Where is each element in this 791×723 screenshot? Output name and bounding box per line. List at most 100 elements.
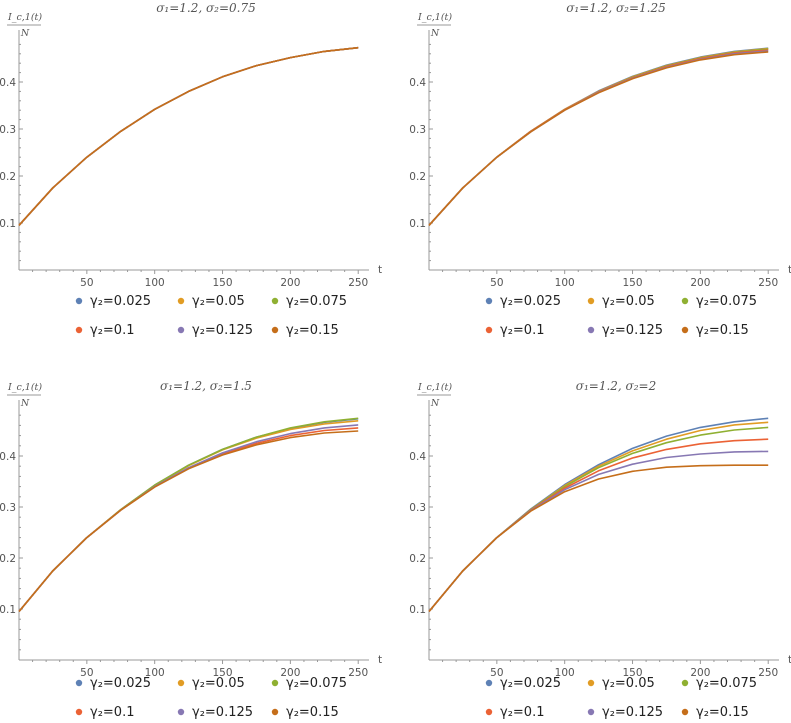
- legend-item: γ₂=0.125: [177, 705, 253, 720]
- y-tick-label: 0.1: [409, 604, 426, 616]
- legend-marker: [271, 708, 279, 716]
- legend-marker: [177, 297, 185, 305]
- legend-label: γ₂=0.15: [286, 323, 339, 338]
- legend-label: γ₂=0.025: [90, 294, 151, 309]
- series-line: [428, 464, 769, 613]
- legend-item: γ₂=0.1: [485, 705, 544, 720]
- x-tick-label: 100: [145, 667, 165, 679]
- legend-marker: [75, 708, 83, 716]
- legend-marker: [681, 679, 689, 687]
- legend-label: γ₂=0.125: [192, 323, 253, 338]
- y-tick-label: 0.4: [409, 77, 426, 89]
- legend-label: γ₂=0.075: [286, 676, 347, 691]
- legend-item: γ₂=0.125: [587, 705, 663, 720]
- legend-item: γ₂=0.05: [587, 294, 655, 309]
- x-tick-label: 250: [758, 277, 778, 289]
- series-line: [18, 424, 359, 613]
- legend-marker: [681, 708, 689, 716]
- y-tick-label: 0.2: [409, 553, 426, 565]
- x-tick-label: 100: [145, 277, 165, 289]
- legend-item: γ₂=0.075: [681, 676, 757, 691]
- series-line: [18, 430, 359, 613]
- legend-label: γ₂=0.1: [90, 323, 134, 338]
- y-tick-label: 0.3: [0, 124, 16, 136]
- legend-label: γ₂=0.125: [602, 705, 663, 720]
- legend-marker: [75, 679, 83, 687]
- x-tick-label: 100: [555, 277, 575, 289]
- legend-marker: [75, 297, 83, 305]
- legend-marker: [271, 326, 279, 334]
- legend-item: γ₂=0.1: [75, 705, 134, 720]
- legend-marker: [587, 326, 595, 334]
- legend-marker: [587, 708, 595, 716]
- y-tick-label: 0.1: [0, 604, 16, 616]
- legend: γ₂=0.025 γ₂=0.05 γ₂=0.075 γ₂=0.1 γ₂=0.125 γ₂=…: [75, 294, 347, 338]
- legend-label: γ₂=0.125: [192, 705, 253, 720]
- legend-marker: [177, 326, 185, 334]
- legend-item: γ₂=0.05: [177, 294, 245, 309]
- x-tick-label: 150: [213, 667, 233, 679]
- x-tick-label: 200: [280, 277, 300, 289]
- legend-marker: [485, 679, 493, 687]
- legend-item: γ₂=0.075: [681, 294, 757, 309]
- legend-item: γ₂=0.125: [587, 323, 663, 338]
- legend-label: γ₂=0.05: [192, 676, 245, 691]
- legend-item: γ₂=0.075: [271, 294, 347, 309]
- y-axis-label: I_c,1(t): [417, 12, 452, 23]
- x-tick-label: 50: [490, 667, 503, 679]
- legend-marker: [485, 708, 493, 716]
- series-line: [18, 427, 359, 613]
- y-axis-label-denominator: N: [20, 28, 30, 39]
- y-axis-label: I_c,1(t): [417, 382, 452, 393]
- x-axis-label: t: [788, 654, 791, 666]
- y-tick-label: 0.3: [0, 502, 16, 514]
- legend-label: γ₂=0.025: [90, 676, 151, 691]
- x-tick-label: 50: [80, 667, 93, 679]
- series-line: [428, 426, 769, 613]
- y-axis-label-denominator: N: [430, 28, 440, 39]
- x-tick-label: 50: [80, 277, 93, 289]
- legend-item: γ₂=0.025: [485, 294, 561, 309]
- series-line: [18, 46, 359, 226]
- legend-label: γ₂=0.075: [286, 294, 347, 309]
- series-line: [18, 417, 359, 613]
- legend-item: γ₂=0.025: [75, 676, 151, 691]
- legend-label: γ₂=0.1: [500, 705, 544, 720]
- x-tick-label: 200: [690, 277, 710, 289]
- legend-label: γ₂=0.05: [602, 676, 655, 691]
- series-line: [18, 420, 359, 613]
- series-line: [18, 46, 359, 226]
- legend-item: γ₂=0.025: [485, 676, 561, 691]
- legend-label: γ₂=0.125: [602, 323, 663, 338]
- legend-marker: [587, 679, 595, 687]
- legend: γ₂=0.025 γ₂=0.05 γ₂=0.075 γ₂=0.1 γ₂=0.125 γ₂=…: [75, 676, 347, 720]
- x-tick-label: 150: [623, 667, 643, 679]
- y-tick-label: 0.3: [409, 502, 426, 514]
- x-tick-label: 250: [348, 277, 368, 289]
- chart-title: σ₁=1.2, σ₂=0.75: [156, 1, 256, 15]
- x-tick-label: 200: [280, 667, 300, 679]
- y-axis-label: I_c,1(t): [7, 382, 42, 393]
- legend-label: γ₂=0.1: [90, 705, 134, 720]
- series-line: [428, 51, 769, 226]
- legend-marker: [271, 297, 279, 305]
- x-tick-label: 100: [555, 667, 575, 679]
- x-axis-label: t: [788, 264, 791, 276]
- legend-item: γ₂=0.1: [75, 323, 134, 338]
- legend-marker: [485, 297, 493, 305]
- series-line: [18, 418, 359, 613]
- legend-label: γ₂=0.1: [500, 323, 544, 338]
- legend-item: γ₂=0.15: [271, 323, 339, 338]
- series-line: [428, 421, 769, 613]
- legend-marker: [271, 679, 279, 687]
- y-tick-label: 0.1: [409, 218, 426, 230]
- chart-title: σ₁=1.2, σ₂=2: [576, 379, 656, 393]
- series-line: [428, 417, 769, 613]
- legend: γ₂=0.025 γ₂=0.05 γ₂=0.075 γ₂=0.1 γ₂=0.125 γ₂=…: [485, 676, 757, 720]
- legend-item: γ₂=0.15: [681, 323, 749, 338]
- chart-panel-4: σ₁=1.2, σ₂=2 I_c,1(t) Nt 50 100 150 200 250 0.1 0…: [409, 379, 791, 720]
- legend-label: γ₂=0.05: [192, 294, 245, 309]
- legend-marker: [177, 679, 185, 687]
- x-tick-label: 250: [758, 667, 778, 679]
